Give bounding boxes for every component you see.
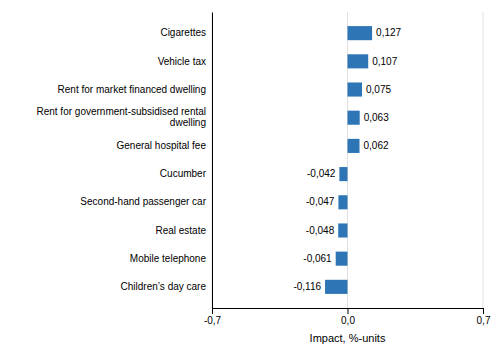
y-tick: Second-hand passenger car bbox=[80, 196, 212, 207]
y-tick: General hospital fee bbox=[116, 140, 212, 151]
y-tick: Rent for market financed dwelling bbox=[58, 84, 212, 95]
data-label: -0,042 bbox=[307, 168, 336, 179]
y-tick-label: Cucumber bbox=[160, 168, 207, 179]
y-tick: Vehicle tax bbox=[158, 56, 212, 67]
bar bbox=[348, 26, 373, 40]
chart: -0,7 0,0 0,7 Children’s day care Mobile tele… bbox=[0, 0, 499, 352]
y-tick-label: Second-hand passenger car bbox=[80, 196, 206, 207]
y-tick-label: Cigarettes bbox=[160, 27, 206, 38]
data-label: -0,061 bbox=[303, 253, 332, 264]
data-label: 0,107 bbox=[372, 56, 397, 67]
bars bbox=[325, 26, 372, 294]
y-tick-label: Children’s day care bbox=[121, 281, 207, 292]
x-tick-mark bbox=[483, 308, 484, 314]
data-label: 0,063 bbox=[364, 112, 389, 123]
data-labels: -0,116 -0,061 -0,048 -0,047 -0,042 0,062 0,063… bbox=[293, 27, 401, 292]
plot: -0,7 0,0 0,7 Children’s day care Mobile tele… bbox=[36, 12, 490, 344]
data-label: -0,048 bbox=[306, 225, 335, 236]
x-tick-label: 0,7 bbox=[477, 315, 491, 326]
x-tick: -0,7 bbox=[204, 308, 222, 326]
y-tick: Mobile telephone bbox=[130, 253, 212, 264]
y-axis-line bbox=[212, 13, 213, 309]
x-tick-label: 0,0 bbox=[341, 315, 355, 326]
bar bbox=[338, 195, 347, 209]
data-label: 0,127 bbox=[376, 27, 401, 38]
y-tick: Children’s day care bbox=[121, 281, 212, 292]
bar bbox=[325, 280, 347, 294]
bar bbox=[339, 167, 347, 181]
x-axis-line bbox=[213, 309, 484, 315]
bar bbox=[338, 223, 347, 237]
x-axis: -0,7 0,0 0,7 bbox=[204, 308, 491, 326]
data-label: -0,047 bbox=[306, 196, 335, 207]
x-tick: 0,7 bbox=[477, 308, 491, 326]
bar bbox=[336, 252, 348, 266]
y-tick: Cucumber bbox=[160, 168, 212, 179]
x-tick-mark bbox=[212, 308, 213, 314]
bar bbox=[348, 54, 369, 68]
y-tick-label: Mobile telephone bbox=[130, 253, 207, 264]
x-tick: 0,0 bbox=[341, 308, 355, 326]
y-tick: Real estate bbox=[155, 225, 212, 236]
grid bbox=[212, 12, 483, 308]
x-axis-title: Impact, %-units bbox=[310, 332, 386, 344]
data-label: 0,075 bbox=[366, 84, 391, 95]
grid-line bbox=[483, 12, 484, 308]
y-tick-label: Vehicle tax bbox=[158, 56, 206, 67]
y-tick: Rent for government-subsidised rentaldwe… bbox=[36, 106, 212, 128]
y-axis: Children’s day care Mobile telephone Real … bbox=[36, 13, 212, 309]
y-tick-label: Rent for market financed dwelling bbox=[58, 84, 206, 95]
x-tick-mark bbox=[348, 308, 349, 314]
y-tick-label: Real estate bbox=[155, 225, 206, 236]
grid-line bbox=[212, 12, 213, 308]
data-label: 0,062 bbox=[364, 140, 389, 151]
y-tick-label: General hospital fee bbox=[116, 140, 206, 151]
data-label: -0,116 bbox=[293, 281, 321, 292]
bar bbox=[348, 139, 360, 153]
bar bbox=[348, 111, 360, 125]
bar bbox=[348, 82, 363, 96]
y-tick: Cigarettes bbox=[160, 27, 212, 38]
x-tick-label: -0,7 bbox=[204, 315, 222, 326]
y-tick-label: Rent for government-subsidised rentaldwe… bbox=[36, 106, 206, 128]
